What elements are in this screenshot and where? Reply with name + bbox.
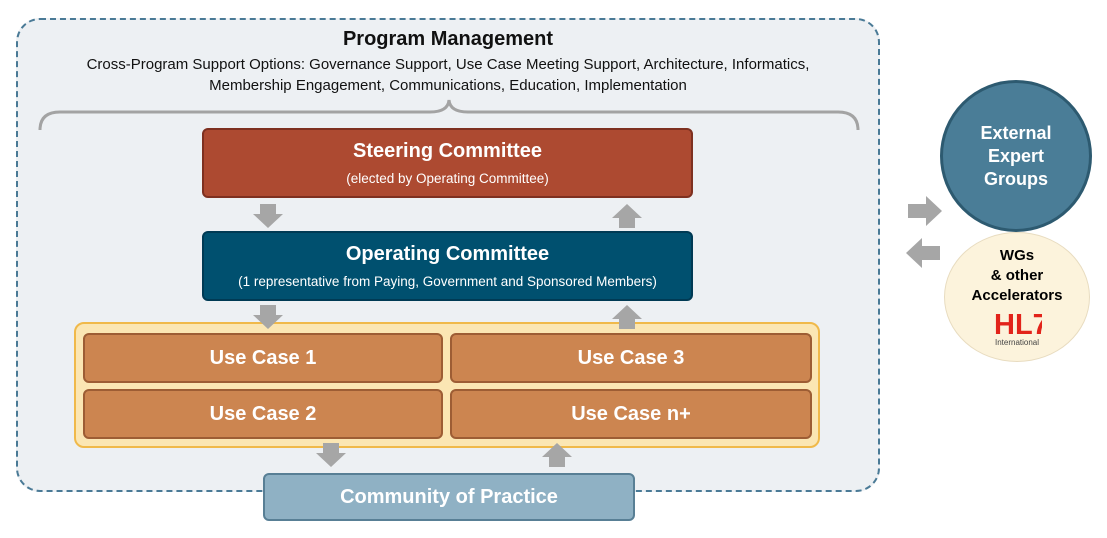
operating-committee-title: Operating Committee: [345, 243, 550, 265]
external-line-1: External: [980, 122, 1052, 143]
curly-brace: [38, 99, 860, 131]
hl7-logo-text: HL7: [994, 309, 1042, 338]
right-arrow-icon: [908, 196, 942, 226]
wgs-accelerators-circle: [944, 232, 1090, 362]
up-arrow-icon: [612, 305, 642, 329]
subtitle-line-1: Cross-Program Support Options: Governanc…: [86, 56, 810, 73]
left-arrow-icon: [906, 238, 940, 268]
external-line-2: Expert: [987, 145, 1044, 166]
up-arrow-icon: [542, 443, 572, 467]
wgs-accelerators-text: WGs & other Accelerators: [944, 246, 1090, 306]
operating-committee-box: Operating Committee (1 representative fr…: [202, 231, 693, 301]
program-management-subtitle: Cross-Program Support Options: Governanc…: [30, 54, 866, 96]
use-case-n-plus: Use Case n+: [450, 389, 812, 439]
down-arrow-icon: [253, 305, 283, 329]
steering-committee-box: Steering Committee (elected by Operating…: [202, 128, 693, 198]
subtitle-line-2: Membership Engagement, Communications, E…: [209, 77, 687, 94]
use-case-3: Use Case 3: [450, 333, 812, 383]
use-case-2: Use Case 2: [83, 389, 443, 439]
down-arrow-icon: [316, 443, 346, 467]
external-line-3: Groups: [983, 168, 1048, 189]
steering-committee-title: Steering Committee: [353, 140, 542, 162]
use-case-1: Use Case 1: [83, 333, 443, 383]
wgs-line-1: WGs: [999, 247, 1035, 264]
hl7-logo: HL7: [994, 309, 1042, 338]
hl7-international-label: International: [994, 338, 1040, 347]
down-arrow-icon: [253, 204, 283, 228]
up-arrow-icon: [612, 204, 642, 228]
wgs-line-3: Accelerators: [971, 287, 1063, 304]
community-of-practice-box: Community of Practice: [263, 473, 635, 521]
operating-committee-subtitle: (1 representative from Paying, Governmen…: [238, 274, 657, 289]
steering-committee-subtitle: (elected by Operating Committee): [346, 171, 549, 186]
wgs-line-2: & other: [990, 267, 1044, 284]
program-management-title: Program Management: [342, 28, 554, 50]
external-expert-groups-circle: External Expert Groups: [940, 80, 1092, 232]
